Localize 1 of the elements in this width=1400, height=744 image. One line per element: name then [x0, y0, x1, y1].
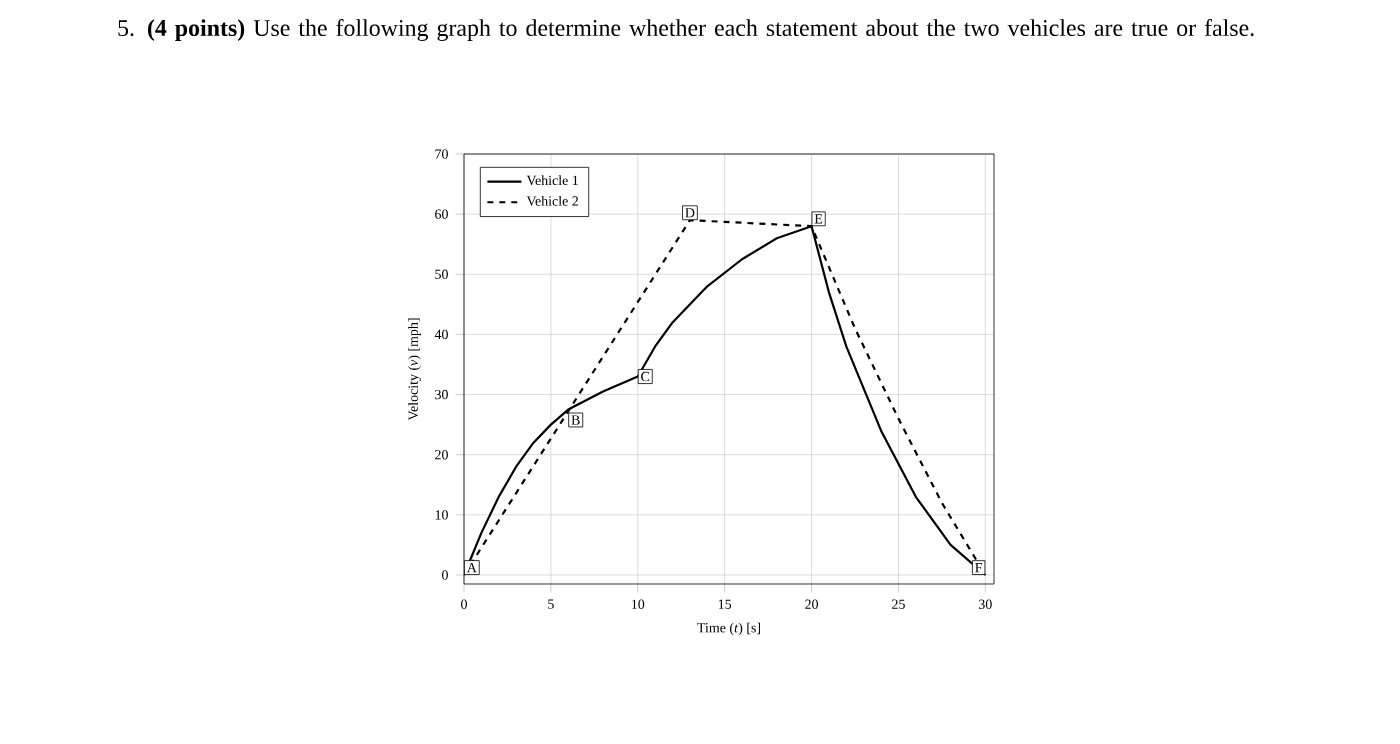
chart-title: 5. (4 points) Use the following graph to determine whether each statement about the two vehicles are true or false.: [118, 19, 1254, 42]
